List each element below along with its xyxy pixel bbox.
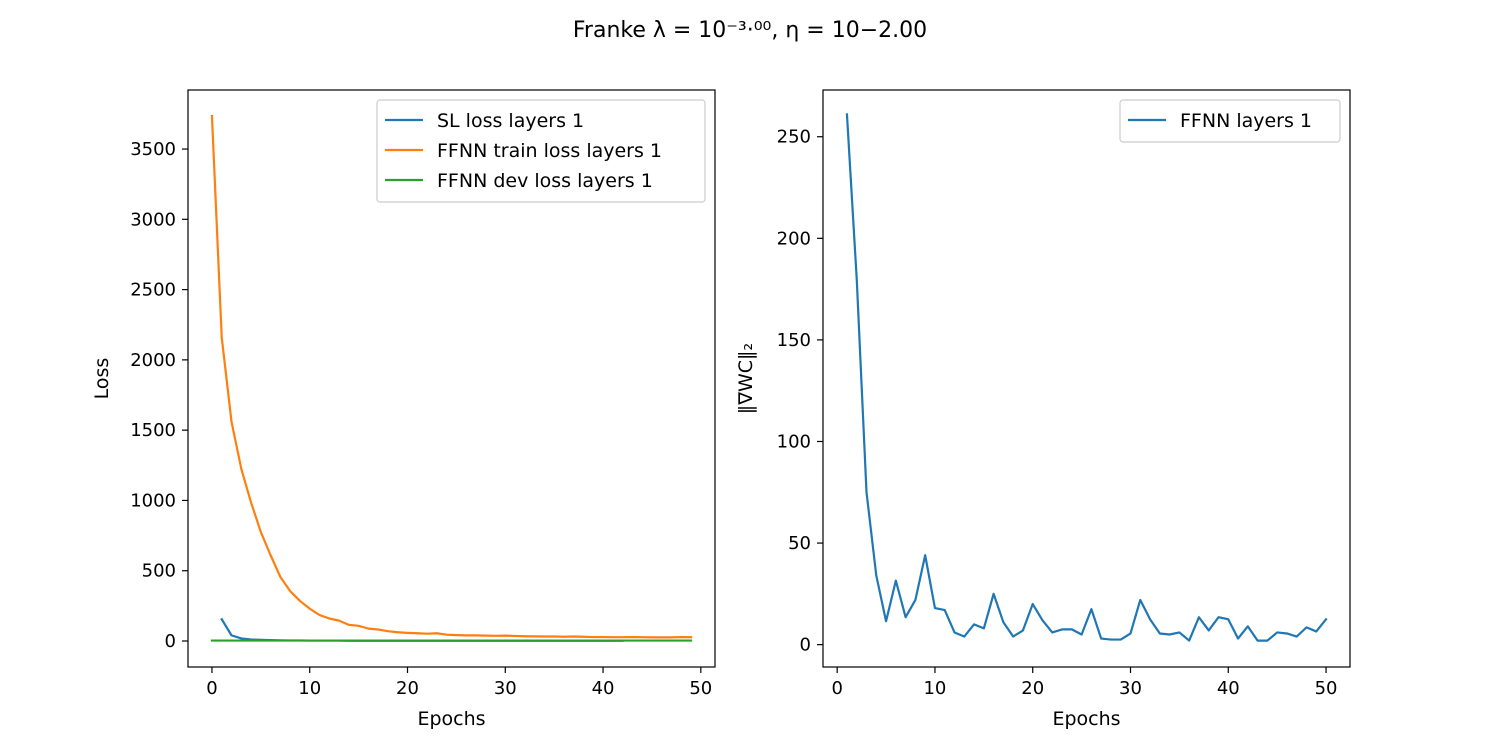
legend-box <box>376 99 706 203</box>
x-tick-label: 0 <box>831 678 842 699</box>
x-tick-label: 10 <box>298 678 321 699</box>
x-tick-label: 0 <box>206 678 217 699</box>
legend-entry-label: FFNN layers 1 <box>1180 110 1312 132</box>
y-tick-label: 150 <box>777 330 811 351</box>
x-tick-label: 40 <box>1217 678 1240 699</box>
y-tick-label: 50 <box>788 533 811 554</box>
y-tick-label: 250 <box>777 127 811 148</box>
y-tick-label: 0 <box>800 635 811 656</box>
x-tick-label: 50 <box>689 678 712 699</box>
y-tick-label: 500 <box>142 561 176 582</box>
y-axis-label: ‖∇WC‖₂ <box>735 343 757 414</box>
gradient-norm-subplot: 0 10 20 30 40 50 0 50 100 150 200 250 Epochs ‖∇WC‖₂ FF… <box>735 89 1351 730</box>
x-tick-label: 20 <box>396 678 419 699</box>
y-tick-label: 2500 <box>130 280 176 301</box>
y-tick-label: 200 <box>777 228 811 249</box>
x-axis-label: Epochs <box>417 708 485 730</box>
legend-box <box>1119 99 1341 143</box>
y-tick-label: 3500 <box>130 139 176 160</box>
y-tick-label: 1500 <box>130 420 176 441</box>
legend-entry-label: FFNN dev loss layers 1 <box>437 170 653 192</box>
y-tick-label: 1000 <box>130 490 176 511</box>
x-tick-label: 30 <box>1119 678 1142 699</box>
x-tick-label: 50 <box>1315 678 1338 699</box>
loss-subplot: 0 10 20 30 40 500500100015002000250030003500E… <box>91 89 716 730</box>
series-line-1 <box>845 113 1328 642</box>
x-tick-label: 40 <box>592 678 615 699</box>
legend-entry-label: FFNN train loss layers 1 <box>437 140 662 162</box>
y-tick-label: 100 <box>777 431 811 452</box>
series-line-2 <box>210 114 693 639</box>
figure-title: Franke λ = 10⁻³·⁰⁰, η = 10−2.00 <box>573 18 927 43</box>
legend-entry-label: SL loss layers 1 <box>437 110 584 132</box>
y-tick-label: 2000 <box>130 350 176 371</box>
x-tick-label: 10 <box>923 678 946 699</box>
x-tick-label: 20 <box>1021 678 1044 699</box>
axes-frame <box>822 89 1351 668</box>
x-tick-label: 30 <box>494 678 517 699</box>
y-tick-label: 3000 <box>130 209 176 230</box>
y-axis-label: Loss <box>91 358 113 400</box>
y-tick-label: 0 <box>165 631 176 652</box>
legend: SL loss layers 1 FFNN train loss layers 1… <box>376 99 706 203</box>
legend: FFNN layers 1 <box>1119 99 1341 143</box>
axes-frame <box>187 89 716 668</box>
x-axis-label: Epochs <box>1052 708 1120 730</box>
